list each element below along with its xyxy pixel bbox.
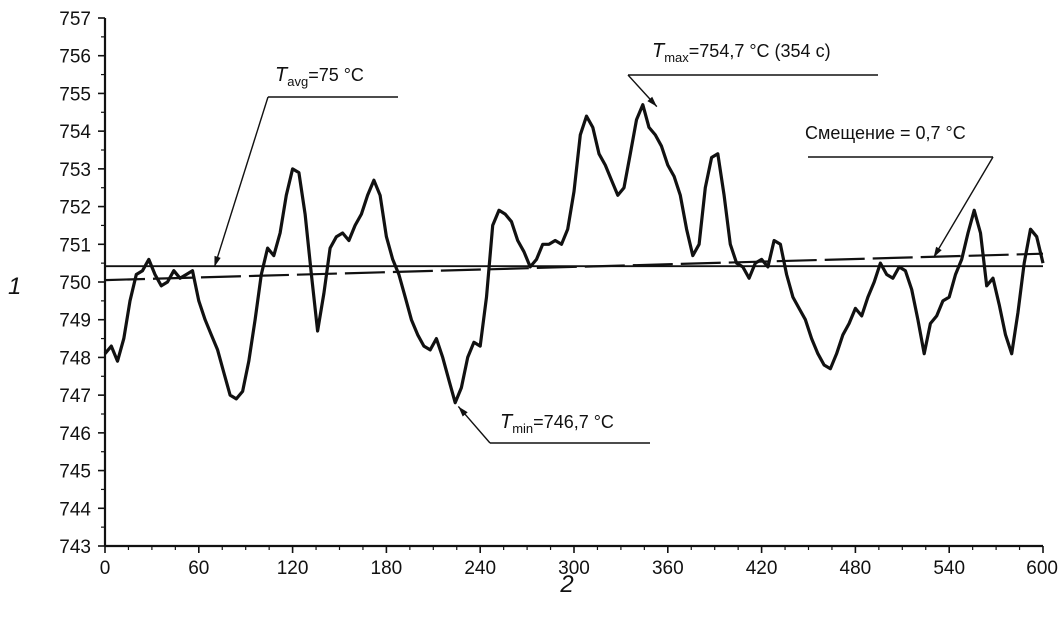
plot-area: 743 744 745 746 747 748 749 750 751 752 753 754 755 7…: [59, 9, 1058, 579]
x-tick-label: 60: [188, 558, 209, 579]
y-tick-label: 754: [59, 122, 91, 143]
annotation-label: Tavg=75 °C: [275, 64, 364, 89]
annotation-value: =75 °C: [308, 65, 364, 85]
avg-annotation: Tavg=75 °C: [213, 64, 398, 268]
annotation-arrowhead: [214, 255, 221, 267]
y-tick-label: 755: [59, 84, 91, 105]
y-tick-label: 756: [59, 47, 91, 68]
annotation-subscript: avg: [287, 74, 308, 89]
x-tick-label: 480: [840, 558, 872, 579]
y-tick-label: 757: [59, 9, 91, 30]
annotation-value: =746,7 °C: [533, 412, 614, 432]
annotation-symbol: T: [275, 64, 289, 86]
annotation-subscript: max: [664, 50, 689, 65]
annotation-value: Смещение = 0,7 °C: [805, 123, 966, 143]
min-annotation: Tmin=746,7 °C: [457, 405, 650, 444]
x-axis-ticks: 0 60 120 180 240 300 360 420 480 540 600: [100, 546, 1058, 579]
annotation-symbol: T: [500, 411, 514, 433]
x-tick-label: 540: [933, 558, 965, 579]
temperature-line: [103, 103, 1045, 405]
series-group: [103, 103, 1045, 405]
y-tick-label: 746: [59, 424, 91, 445]
annotation-value: =754,7 °C (354 с): [689, 41, 831, 61]
x-tick-label: 0: [100, 558, 111, 579]
max-annotation: Tmax=754,7 °C (354 с): [627, 40, 878, 108]
x-tick-label: 120: [277, 558, 309, 579]
y-tick-label: 752: [59, 198, 91, 219]
y-tick-label: 753: [59, 160, 91, 181]
annotation-leader: [932, 156, 994, 258]
offset-annotation: Смещение = 0,7 °C: [805, 123, 994, 258]
x-tick-label: 600: [1026, 558, 1058, 579]
x-tick-label: 300: [558, 558, 590, 579]
y-tick-label: 744: [59, 499, 91, 520]
y-axis-ticks: 743 744 745 746 747 748 749 750 751 752 753 754 755 7…: [59, 9, 105, 558]
y-tick-label: 749: [59, 311, 91, 332]
x-tick-label: 420: [746, 558, 778, 579]
y-tick-label: 745: [59, 462, 91, 483]
y-tick-label: 751: [59, 235, 91, 256]
annotation-arrowhead: [933, 246, 942, 258]
annotation-label: Смещение = 0,7 °C: [805, 123, 966, 143]
annotation-label: Tmin=746,7 °C: [500, 411, 614, 436]
annotation-arrowhead: [647, 96, 657, 107]
y-tick-label: 747: [59, 386, 91, 407]
trend-line: [104, 252, 1044, 282]
annotation-subscript: min: [512, 421, 533, 436]
x-tick-label: 240: [464, 558, 496, 579]
y-tick-label: 743: [59, 537, 91, 558]
annotation-leader: [213, 96, 269, 268]
annotation-symbol: T: [652, 40, 666, 62]
y-tick-label: 748: [59, 348, 91, 369]
annotation-arrowhead: [458, 406, 468, 417]
annotation-label: Tmax=754,7 °C (354 с): [652, 40, 831, 65]
x-tick-label: 180: [371, 558, 403, 579]
y-tick-label: 750: [59, 273, 91, 294]
x-tick-label: 360: [652, 558, 684, 579]
x-axis-title: 2: [559, 571, 573, 598]
y-axis-title: 1: [8, 273, 21, 300]
